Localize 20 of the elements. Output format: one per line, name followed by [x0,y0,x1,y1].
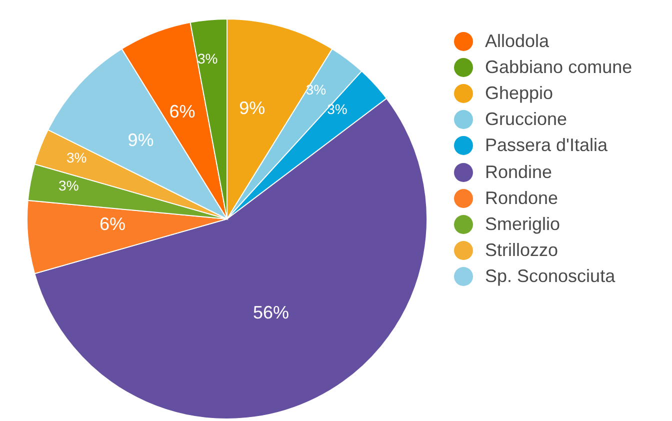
data-label: 3% [58,177,79,194]
data-label: 6% [99,214,126,234]
legend-label: Passera d'Italia [485,135,608,156]
legend-label: Gabbiano comune [485,56,632,78]
legend-label: Rondine [485,162,552,183]
data-label: 3% [327,100,348,117]
legend-label: Sp. Sconosciuta [485,266,616,288]
data-label: 3% [197,50,218,67]
legend-label: Strillozzo [485,240,558,262]
legend-label: Smeriglio [485,214,560,235]
data-label: 6% [169,101,196,122]
legend-label: Gruccione [485,109,568,130]
legend-label: Gheppio [485,82,554,104]
legend-label: Rondone [485,188,558,209]
data-label: 9% [239,98,266,118]
data-label: 9% [128,130,154,150]
data-label: 56% [252,302,290,322]
data-label: 3% [306,81,326,98]
legend-label: Allodola [485,30,550,52]
data-label: 3% [66,150,87,166]
